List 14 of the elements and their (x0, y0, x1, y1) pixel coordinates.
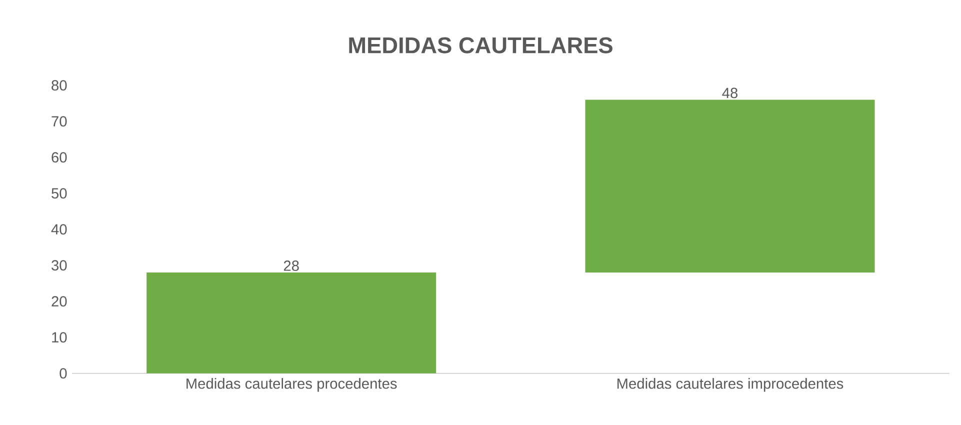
y-tick-label: 80 (52, 80, 67, 91)
y-tick-label: 40 (51, 224, 67, 235)
y-tick-label: 50 (52, 188, 67, 199)
chart-title: MEDIDAS CAUTELARES (349, 37, 612, 54)
data-label: 28 (284, 260, 299, 271)
y-tick-label: 20 (52, 296, 67, 307)
y-tick-label: 0 (60, 368, 67, 379)
y-tick-label: 30 (52, 260, 67, 271)
y-tick-label: 10 (52, 332, 67, 343)
x-tick-label: Medidas cautelares improcedentes (617, 378, 844, 392)
data-label: 48 (722, 88, 738, 98)
x-tick-label: Medidas cautelares procedentes (186, 378, 397, 392)
y-tick-label: 70 (52, 116, 67, 127)
y-tick-label: 60 (52, 152, 67, 163)
